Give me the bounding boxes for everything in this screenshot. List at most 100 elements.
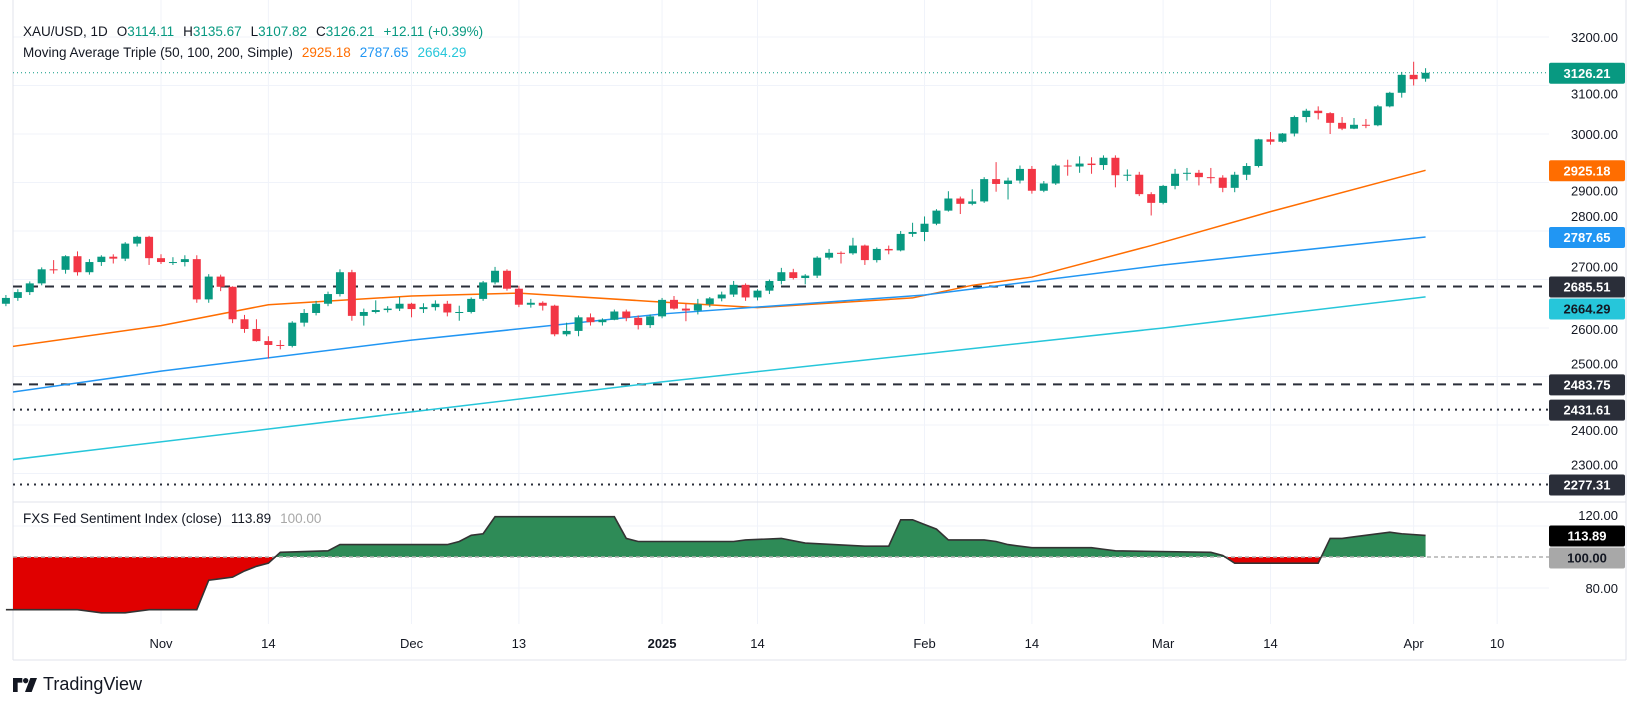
candle	[1206, 167, 1215, 184]
candle-body	[1361, 124, 1370, 126]
candle-body	[240, 319, 249, 329]
time-axis[interactable]: Nov 14 Dec 13 2025 14 Feb 14 Mar 14 Apr 10	[149, 636, 1504, 651]
price-tick-label: 2700.00	[1571, 260, 1618, 275]
candle-body	[980, 179, 989, 202]
price-tick-label: 2800.00	[1571, 209, 1618, 224]
candle	[25, 281, 34, 296]
ma50-tag: 2925.18	[1549, 160, 1625, 182]
time-tick-label: 10	[1490, 636, 1504, 651]
candle-body	[1314, 110, 1323, 114]
candle-body	[1123, 174, 1132, 176]
candle-body	[825, 252, 834, 258]
candle	[562, 322, 571, 337]
candle-body	[73, 256, 82, 273]
candle	[872, 247, 881, 263]
candle	[133, 235, 142, 247]
tag-label: 2664.29	[1564, 302, 1611, 317]
candle-body	[813, 257, 822, 276]
tag-background	[1549, 525, 1625, 547]
candle	[1015, 165, 1024, 184]
candle-body	[1075, 163, 1084, 167]
high-value: 3135.67	[192, 24, 242, 39]
ma-legend[interactable]: Moving Average Triple (50, 100, 200, Sim…	[23, 45, 475, 60]
candle	[49, 260, 58, 274]
tag-background	[1549, 160, 1625, 182]
candle	[216, 274, 225, 292]
candle-body	[97, 256, 106, 263]
candle	[956, 196, 965, 215]
candle	[1194, 169, 1203, 186]
candle	[1373, 104, 1382, 127]
brand-name: TradingView	[43, 674, 143, 694]
candle	[1, 295, 10, 307]
candle	[932, 209, 941, 226]
candle-body	[610, 311, 619, 320]
candle	[312, 300, 321, 316]
candle-body	[383, 308, 392, 311]
symbol-legend[interactable]: XAU/USD, 1D O3114.11 H3135.67 L3107.82 C3126…	[23, 24, 487, 39]
tag-background	[1549, 474, 1625, 496]
candle	[681, 303, 690, 322]
candle	[168, 257, 177, 265]
candle	[753, 289, 762, 301]
indicator-legend[interactable]: FXS Fed Sentiment Index (close) 113.89 100…	[23, 511, 330, 526]
candle-body	[526, 302, 535, 305]
candle	[479, 280, 488, 301]
candle-body	[1397, 74, 1406, 93]
price-tick-label: 2300.00	[1571, 458, 1618, 473]
candle-body	[586, 317, 595, 323]
tag-label: 2431.61	[1564, 403, 1611, 418]
candle-body	[216, 276, 225, 287]
level-tag: 2685.51	[1549, 276, 1625, 298]
candle-body	[335, 272, 344, 295]
time-tick-label: Feb	[913, 636, 935, 651]
candle	[729, 280, 738, 297]
tradingview-logo[interactable]: TradingView	[13, 674, 142, 695]
candle-body	[777, 272, 786, 281]
candle-body	[192, 259, 201, 300]
tag-background	[1549, 62, 1625, 84]
candle-body	[180, 259, 189, 263]
candle	[634, 315, 643, 330]
candle	[1063, 159, 1072, 176]
candle	[884, 245, 893, 255]
candle	[37, 267, 46, 286]
candle-body	[992, 179, 1001, 184]
candle	[204, 274, 213, 303]
price-tick-label: 2400.00	[1571, 423, 1618, 438]
price-tick-label: 2500.00	[1571, 357, 1618, 372]
candle-body	[1182, 172, 1191, 174]
time-tick-label: 14	[1263, 636, 1277, 651]
indicator-title: FXS Fed Sentiment Index (close)	[23, 511, 222, 526]
candle	[801, 274, 810, 285]
candle	[968, 189, 977, 206]
candle	[920, 216, 929, 242]
indicator-tick-label: 80.00	[1585, 581, 1618, 596]
candle-body	[431, 303, 440, 308]
candle-body	[276, 344, 285, 346]
candle-body	[944, 198, 953, 211]
candle-body	[168, 262, 177, 264]
ma100-value: 2787.65	[359, 45, 409, 60]
candle-body	[860, 245, 869, 261]
candle	[455, 305, 464, 321]
candle-body	[264, 341, 273, 345]
candle	[837, 251, 846, 264]
candle-body	[1242, 166, 1251, 175]
candle	[443, 300, 452, 317]
ma-title: Moving Average Triple (50, 100, 200, Sim…	[23, 45, 293, 60]
indicator-tick-label: 120.00	[1578, 508, 1618, 523]
candle	[324, 291, 333, 307]
price-axis[interactable]: 3200.00 3100.00 3000.00 2900.00 2800.00 2700.…	[1571, 30, 1618, 596]
candle	[741, 283, 750, 301]
time-tick-label: Dec	[400, 636, 424, 651]
candle	[705, 296, 714, 308]
candle	[85, 259, 94, 275]
candle-body	[681, 308, 690, 311]
candle	[526, 298, 535, 308]
time-tick-label: 14	[1025, 636, 1039, 651]
candle-body	[1147, 194, 1156, 203]
candle	[1338, 117, 1347, 131]
candle-body	[801, 275, 810, 279]
